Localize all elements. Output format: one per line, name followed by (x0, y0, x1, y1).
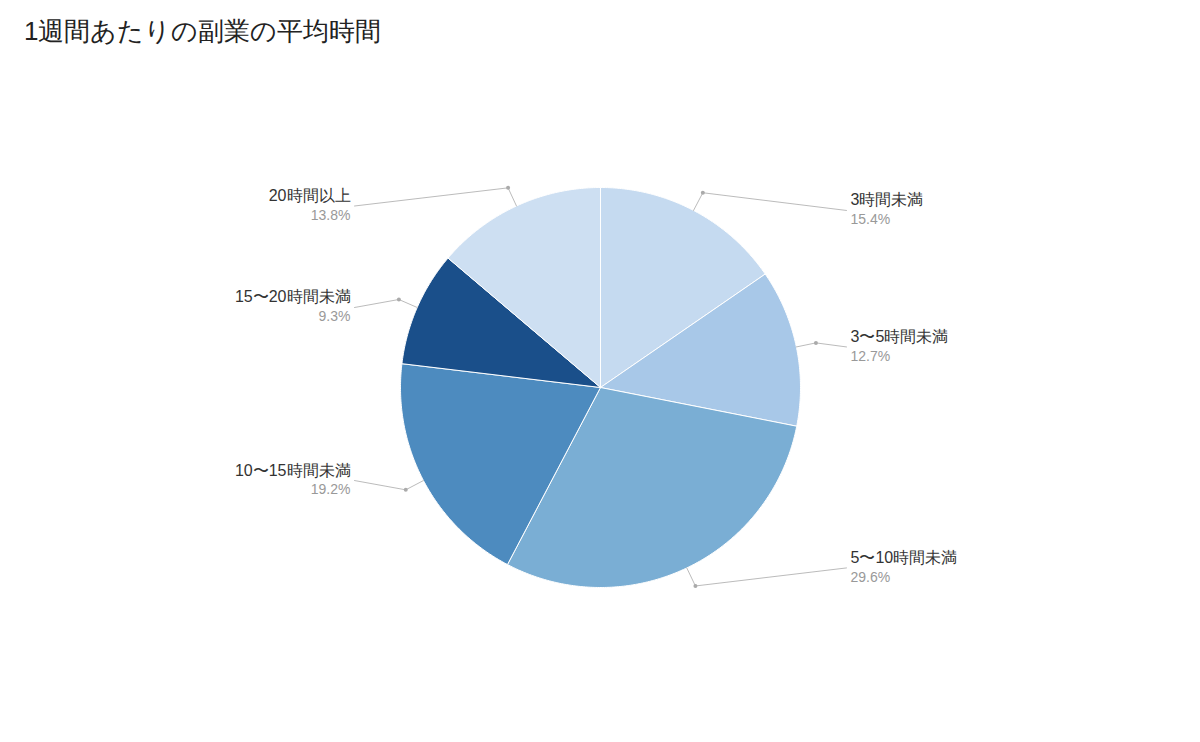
svg-text:12.7%: 12.7% (851, 348, 891, 364)
html-text:1週間あたりの副業の平均時間: 1週間あたりの副業の平均時間 (24, 16, 382, 46)
svg-text:3時間未満: 3時間未満 (851, 191, 924, 208)
svg-text:15.4%: 15.4% (851, 211, 891, 227)
svg-text:3〜5時間未満: 3〜5時間未満 (851, 328, 949, 345)
svg-text:13.8%: 13.8% (311, 207, 351, 223)
svg-text:9.3%: 9.3% (319, 308, 351, 324)
svg-text:5〜10時間未満: 5〜10時間未満 (851, 549, 958, 566)
svg-text:19.2%: 19.2% (311, 481, 351, 497)
svg-text:15〜20時間未満: 15〜20時間未満 (235, 288, 351, 305)
svg-text:10〜15時間未満: 10〜15時間未満 (235, 462, 351, 479)
svg-text:20時間以上: 20時間以上 (269, 187, 351, 204)
svg-text:29.6%: 29.6% (851, 569, 891, 585)
